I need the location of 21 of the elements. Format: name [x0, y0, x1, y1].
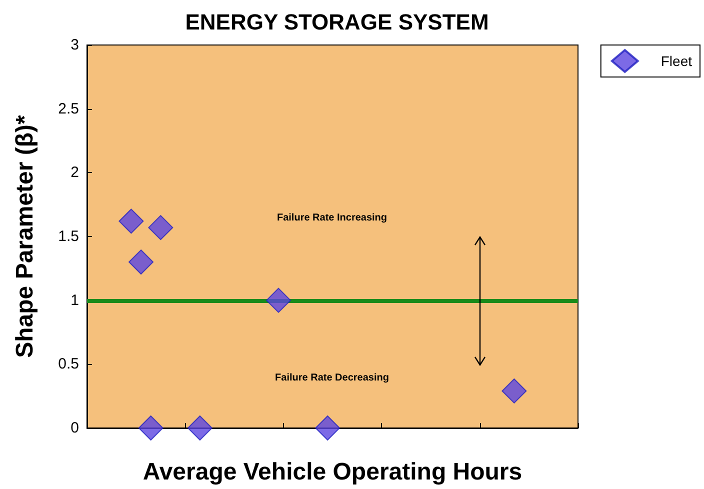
point — [187, 416, 212, 440]
y-tick-label: 1.5 — [58, 228, 79, 245]
point — [138, 416, 164, 440]
point — [266, 288, 291, 313]
point — [128, 250, 154, 275]
legend-label: Fleet — [660, 53, 692, 69]
annotation: Failure Rate Decreasing — [275, 372, 389, 384]
y-axis-title: Shape Parameter (β)* — [12, 114, 38, 358]
point — [502, 378, 527, 404]
point — [148, 215, 174, 240]
x-axis-title: Average Vehicle Operating Hours — [142, 458, 522, 486]
y-tick-label: 2 — [70, 164, 79, 182]
annotation: Failure Rate Increasing — [276, 212, 388, 224]
y-tick-label: 0 — [70, 420, 79, 436]
y-tick-label: 0.5 — [58, 356, 79, 373]
chart-title: ENERGY STORAGE SYSTEM — [185, 10, 489, 34]
point — [315, 416, 340, 440]
y-tick-label: 1 — [70, 292, 79, 309]
y-tick-label: 2.5 — [58, 100, 79, 118]
y-tick-label: 3 — [70, 36, 79, 54]
point — [118, 208, 144, 234]
